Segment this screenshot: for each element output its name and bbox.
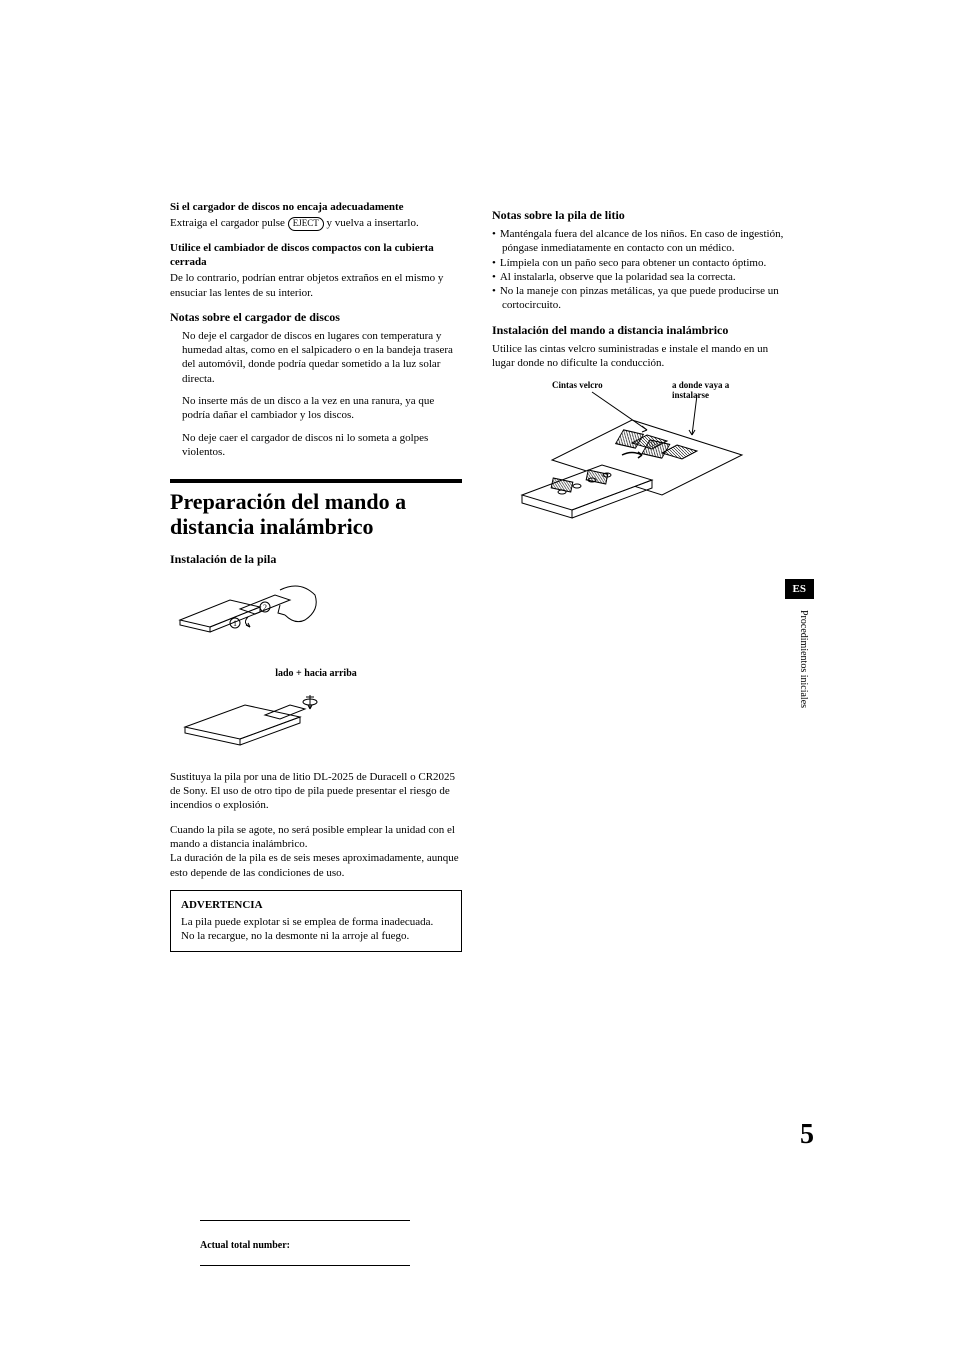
left-column: Si el cargador de discos no encaja adecu… [170, 200, 462, 952]
list-item: Manténgala fuera del alcance de los niño… [492, 227, 784, 256]
notes-list: No deje el cargador de discos en lugares… [170, 329, 462, 459]
paragraph: La duración de la pila es de seis meses … [170, 851, 462, 880]
warning-box: ADVERTENCIA La pila puede explotar si se… [170, 890, 462, 953]
figure-caption: lado + hacia arriba [170, 668, 462, 679]
page-content: Si el cargador de discos no encaja adecu… [0, 0, 954, 1012]
text: Extraiga el cargador pulse [170, 217, 288, 229]
svg-text:1: 1 [233, 619, 237, 628]
footer-rule [200, 1220, 410, 1221]
section-heading: Notas sobre el cargador de discos [170, 310, 462, 325]
paragraph: Sustituya la pila por una de litio DL-20… [170, 770, 462, 813]
list-item: Límpiela con un paño seco para obtener u… [492, 256, 784, 270]
paragraph: Utilice las cintas velcro suministradas … [492, 342, 784, 371]
lithium-notes-list: Manténgala fuera del alcance de los niño… [492, 227, 784, 313]
callout-install: a donde vaya a instalarse [672, 380, 752, 400]
footer-label: Actual total number: [200, 1240, 290, 1251]
callout-velcro: Cintas velcro [552, 380, 603, 390]
svg-text:2: 2 [263, 603, 267, 612]
warning-text: La pila puede explotar si se emplea de f… [181, 915, 451, 929]
paragraph: De lo contrario, podrían entrar objetos … [170, 271, 462, 300]
list-item: No deje caer el cargador de discos ni lo… [170, 431, 462, 460]
list-item: No inserte más de un disco a la vez en u… [170, 394, 462, 423]
subhead: Utilice el cambiador de discos compactos… [170, 241, 462, 270]
list-item: No deje el cargador de discos en lugares… [170, 329, 462, 386]
list-item: Al instalarla, observe que la polaridad … [492, 270, 784, 284]
right-column: Notas sobre la pila de litio Manténgala … [492, 200, 784, 952]
paragraph: Cuando la pila se agote, no será posible… [170, 823, 462, 852]
warning-title: ADVERTENCIA [181, 899, 451, 911]
main-title: Preparación del mando a distancia inalám… [170, 489, 462, 540]
battery-install-figure-2 [170, 687, 462, 762]
text: y vuelva a insertarlo. [324, 217, 419, 229]
subhead: Si el cargador de discos no encaja adecu… [170, 200, 462, 214]
section-heading: Instalación del mando a distancia inalám… [492, 323, 784, 338]
eject-button-label: EJECT [288, 217, 324, 231]
list-item: No la maneje con pinzas metálicas, ya qu… [492, 284, 784, 313]
page-number: 5 [800, 1119, 814, 1151]
warning-text: No la recargue, no la desmonte ni la arr… [181, 929, 451, 943]
section-rule [170, 479, 462, 483]
section-heading: Instalación de la pila [170, 552, 462, 567]
paragraph: Extraiga el cargador pulse EJECT y vuelv… [170, 216, 462, 230]
section-side-label: Procedimientos iniciales [798, 610, 809, 708]
battery-install-figure-1: 2 1 [170, 575, 462, 660]
language-tab: ES [785, 579, 814, 599]
section-heading: Notas sobre la pila de litio [492, 208, 784, 223]
footer-rule [200, 1265, 410, 1266]
remote-install-figure: Cintas velcro a donde vaya a instalarse [492, 380, 784, 545]
